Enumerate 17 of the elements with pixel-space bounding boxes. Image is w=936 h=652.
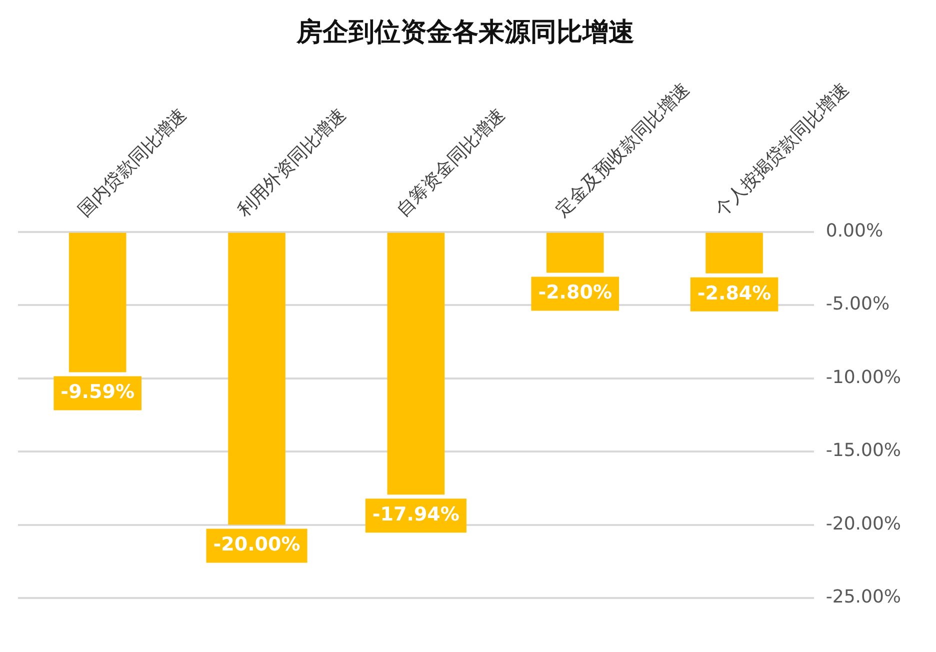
- y-tick-label: -10.00%: [826, 366, 902, 388]
- y-tick-label: -20.00%: [826, 513, 902, 534]
- data-label: -17.94%: [372, 504, 460, 526]
- y-tick-label: -25.00%: [826, 586, 902, 608]
- chart-title: 房企到位资金各来源同比增速: [296, 17, 634, 48]
- data-label: -2.84%: [697, 282, 772, 304]
- data-label: -9.59%: [60, 381, 134, 404]
- x-tick-label: 利用外资同比增速: [233, 104, 350, 221]
- y-tick-label: 0.00%: [826, 220, 884, 242]
- data-label: -20.00%: [213, 534, 300, 556]
- y-tick-label: -5.00%: [826, 294, 890, 315]
- x-tick-label: 自筹资金同比增速: [392, 104, 510, 221]
- data-label: -2.80%: [538, 282, 612, 304]
- x-tick-label: 定金及预收款同比增速: [552, 78, 694, 221]
- x-tick-label: 国内贷款同比增速: [74, 104, 191, 221]
- y-tick-label: -15.00%: [826, 440, 902, 462]
- x-tick-label: 个人按揭贷款同比增速: [711, 78, 854, 221]
